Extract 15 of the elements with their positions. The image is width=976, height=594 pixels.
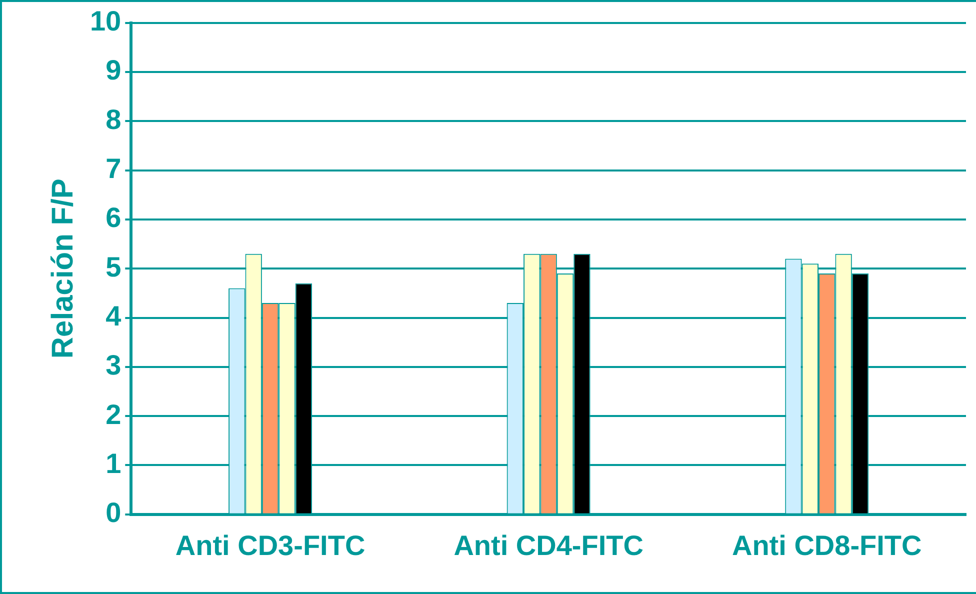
- y-axis-title: Relación F/P: [46, 178, 80, 359]
- y-tick-label: 9: [106, 54, 122, 86]
- y-tick-label: 10: [90, 6, 122, 37]
- x-tick-label: Anti CD8-FITC: [732, 530, 922, 561]
- y-tick-label: 8: [106, 104, 122, 135]
- y-tick-label: 7: [106, 153, 122, 184]
- x-tick-label: Anti CD4-FITC: [454, 530, 644, 561]
- y-tick-label: 2: [106, 398, 122, 430]
- y-tick-label: 1: [106, 448, 122, 479]
- y-tick-label: 4: [106, 300, 122, 332]
- y-tick-label: 3: [106, 350, 122, 381]
- y-tick-label: 5: [106, 251, 122, 282]
- x-tick-label: Anti CD3-FITC: [175, 530, 366, 561]
- y-tick-label: 6: [106, 202, 122, 234]
- y-tick-label: 0: [106, 497, 122, 528]
